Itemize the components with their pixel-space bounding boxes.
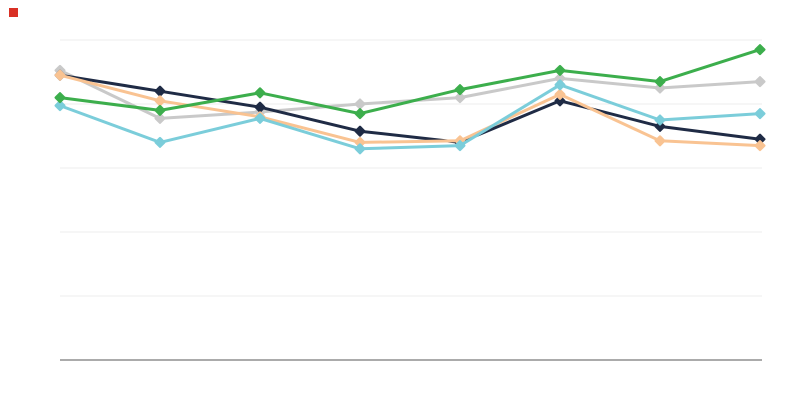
data-point-marker-green [754,44,766,56]
data-point-marker-gray [154,112,166,124]
series-green [54,44,766,120]
data-point-marker-green [454,84,466,96]
series-line-cyan [58,83,762,151]
data-point-marker-gray [754,76,766,88]
data-point-marker-orange [554,88,566,100]
data-point-marker-green [654,76,666,88]
data-point-marker-gray [654,82,666,94]
gridlines [60,39,762,297]
data-point-marker-green [554,64,566,76]
data-point-marker-green [254,87,266,99]
data-point-marker-cyan [354,143,366,155]
data-point-marker-navy [354,125,366,137]
data-point-marker-green [154,104,166,116]
series-line-green [58,48,762,116]
data-point-marker-cyan [254,112,266,124]
red-square-marker [9,8,18,17]
data-point-marker-navy [154,85,166,97]
data-point-marker-orange [654,135,666,147]
data-point-marker-cyan [754,108,766,120]
data-point-marker-cyan [654,114,666,126]
data-point-marker-green [354,108,366,120]
data-point-marker-green [54,92,66,104]
series-line-navy [58,73,762,144]
data-point-marker-navy [554,95,566,107]
data-point-marker-navy [654,120,666,132]
data-point-marker-cyan [454,140,466,152]
data-point-marker-cyan [154,136,166,148]
data-point-marker-cyan [54,100,66,112]
series-line-orange [58,73,762,148]
series-cyan [54,79,766,155]
data-point-marker-orange [54,69,66,81]
data-point-marker-gray [454,92,466,104]
data-point-marker-cyan [554,79,566,91]
data-point-marker-orange [754,140,766,152]
data-point-marker-gray [354,98,366,110]
